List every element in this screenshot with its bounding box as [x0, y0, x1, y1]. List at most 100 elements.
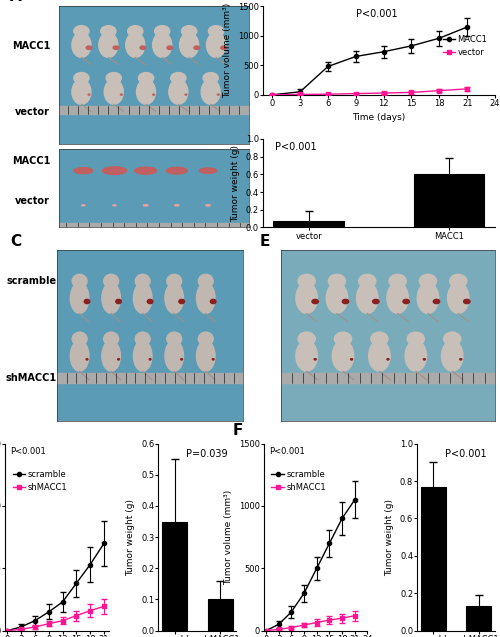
Ellipse shape — [206, 204, 210, 206]
Ellipse shape — [120, 94, 122, 95]
Ellipse shape — [194, 46, 200, 50]
Bar — [208, 599, 233, 631]
Bar — [58, 373, 243, 383]
Ellipse shape — [136, 80, 156, 104]
Ellipse shape — [167, 46, 172, 50]
Ellipse shape — [206, 32, 226, 57]
Ellipse shape — [174, 204, 179, 206]
Ellipse shape — [180, 32, 199, 57]
Bar — [58, 106, 248, 114]
Ellipse shape — [70, 341, 89, 371]
Ellipse shape — [350, 359, 352, 360]
Ellipse shape — [72, 32, 91, 57]
Circle shape — [128, 25, 143, 37]
Ellipse shape — [417, 283, 438, 313]
Ellipse shape — [118, 359, 120, 360]
Ellipse shape — [70, 283, 89, 313]
Ellipse shape — [387, 283, 408, 313]
Ellipse shape — [99, 32, 118, 57]
Text: C: C — [10, 234, 22, 249]
Text: B: B — [212, 0, 224, 2]
Ellipse shape — [102, 167, 126, 175]
Y-axis label: Tumor weight (g): Tumor weight (g) — [231, 145, 240, 222]
Ellipse shape — [405, 341, 426, 371]
Ellipse shape — [196, 283, 215, 313]
Circle shape — [74, 25, 89, 37]
Circle shape — [389, 275, 406, 288]
Text: P<0.001: P<0.001 — [444, 449, 486, 459]
Ellipse shape — [356, 283, 378, 313]
Circle shape — [407, 332, 424, 346]
Ellipse shape — [165, 283, 184, 313]
Bar — [58, 223, 248, 227]
Circle shape — [298, 275, 315, 288]
Ellipse shape — [165, 341, 184, 371]
Circle shape — [104, 332, 118, 346]
Text: P<0.001: P<0.001 — [10, 447, 46, 456]
Ellipse shape — [185, 94, 187, 95]
Y-axis label: Tumor weight (g): Tumor weight (g) — [386, 499, 394, 576]
Ellipse shape — [102, 341, 120, 371]
Circle shape — [136, 332, 150, 346]
Legend: scramble, shMACC1: scramble, shMACC1 — [268, 466, 330, 496]
Text: P<0.001: P<0.001 — [274, 141, 316, 152]
Ellipse shape — [296, 283, 318, 313]
Ellipse shape — [82, 204, 85, 206]
Circle shape — [450, 275, 467, 288]
Circle shape — [358, 275, 376, 288]
Ellipse shape — [180, 359, 182, 360]
Legend: scramble, shMACC1: scramble, shMACC1 — [9, 466, 70, 496]
Ellipse shape — [312, 299, 318, 304]
Ellipse shape — [442, 341, 463, 371]
Ellipse shape — [134, 167, 156, 174]
Ellipse shape — [212, 359, 214, 360]
Ellipse shape — [210, 299, 216, 304]
Ellipse shape — [434, 299, 440, 304]
Ellipse shape — [88, 94, 90, 95]
Ellipse shape — [74, 168, 93, 174]
Y-axis label: Tumor volume (mm³): Tumor volume (mm³) — [224, 489, 233, 585]
Ellipse shape — [169, 80, 188, 104]
Bar — [162, 522, 187, 631]
Circle shape — [104, 275, 118, 288]
Ellipse shape — [104, 80, 123, 104]
Text: vector: vector — [14, 108, 49, 117]
Ellipse shape — [134, 283, 152, 313]
Circle shape — [167, 275, 182, 288]
Bar — [281, 373, 495, 383]
Circle shape — [371, 332, 388, 346]
X-axis label: Time (days): Time (days) — [352, 113, 406, 122]
Bar — [414, 175, 484, 227]
Circle shape — [328, 275, 345, 288]
Circle shape — [136, 275, 150, 288]
Text: MACC1: MACC1 — [12, 41, 51, 51]
Ellipse shape — [166, 168, 188, 174]
Ellipse shape — [149, 359, 151, 360]
Ellipse shape — [448, 283, 469, 313]
Ellipse shape — [148, 299, 153, 304]
Circle shape — [106, 73, 122, 83]
Ellipse shape — [387, 359, 389, 360]
Ellipse shape — [72, 80, 91, 104]
Ellipse shape — [314, 359, 316, 360]
Ellipse shape — [403, 299, 409, 304]
Ellipse shape — [424, 359, 426, 360]
Legend: MACC1, vector: MACC1, vector — [440, 32, 491, 61]
Ellipse shape — [326, 283, 347, 313]
Ellipse shape — [464, 299, 470, 304]
Circle shape — [72, 275, 87, 288]
Bar — [274, 221, 344, 227]
Text: shMACC1: shMACC1 — [6, 373, 57, 383]
Circle shape — [203, 73, 218, 83]
Bar — [466, 606, 491, 631]
Ellipse shape — [102, 283, 120, 313]
Bar — [421, 487, 446, 631]
Circle shape — [72, 332, 87, 346]
Circle shape — [154, 25, 170, 37]
Circle shape — [198, 332, 213, 346]
Y-axis label: Tumor volume (mm³): Tumor volume (mm³) — [223, 3, 232, 98]
Ellipse shape — [144, 204, 148, 206]
Text: vector: vector — [14, 196, 49, 206]
Circle shape — [334, 332, 351, 346]
Circle shape — [167, 332, 182, 346]
